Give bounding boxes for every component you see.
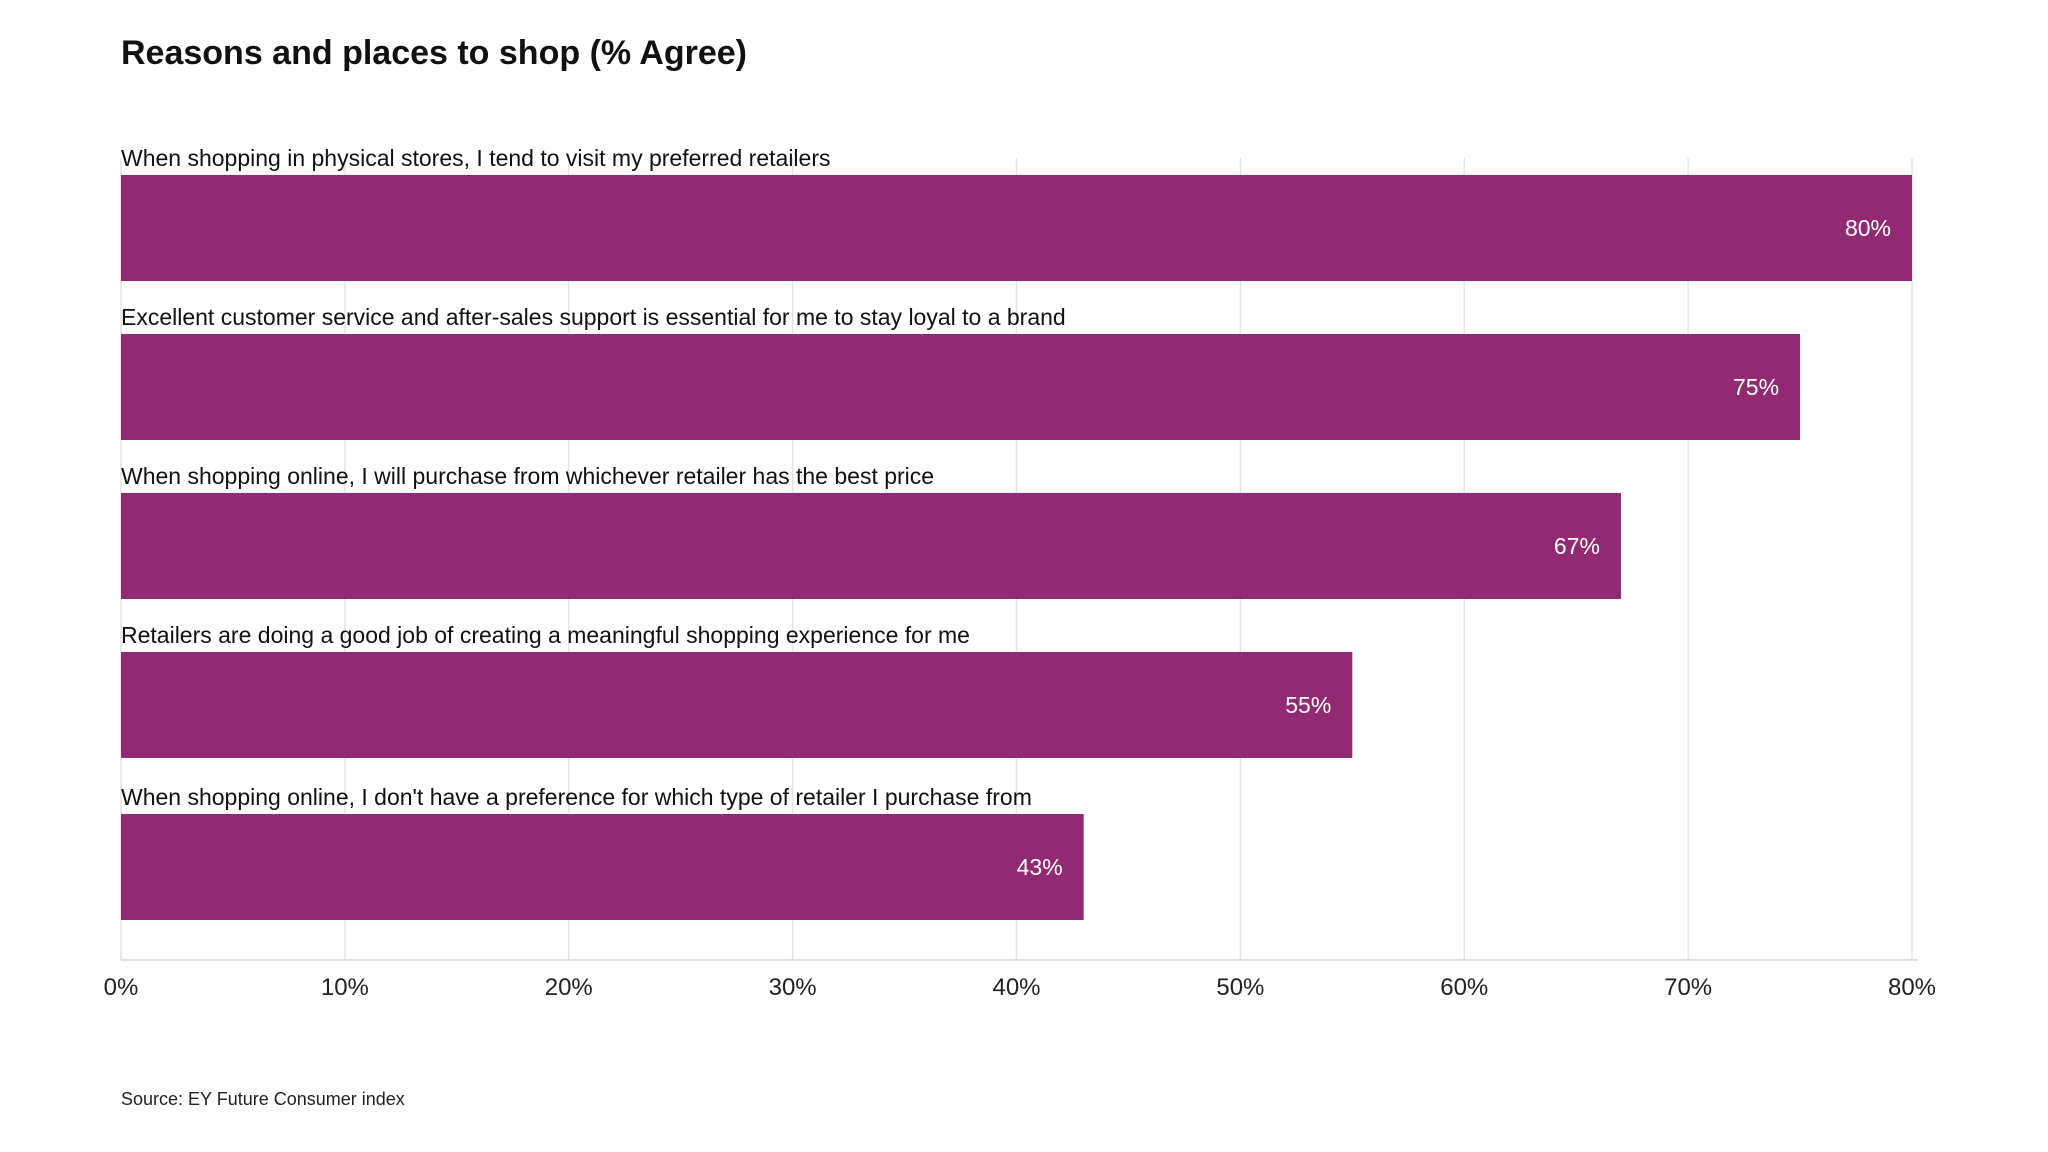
bar — [121, 175, 1912, 281]
category-label: Retailers are doing a good job of creati… — [121, 622, 970, 648]
x-tick-label: 20% — [545, 974, 593, 1001]
data-label: 80% — [1845, 215, 1891, 241]
x-tick-label: 50% — [1216, 974, 1264, 1001]
category-label: When shopping online, I will purchase fr… — [121, 463, 934, 489]
x-tick-label: 70% — [1664, 974, 1712, 1001]
x-tick-label: 0% — [104, 974, 139, 1001]
x-tick-label: 10% — [321, 974, 369, 1001]
bar — [121, 814, 1084, 920]
data-label: 43% — [1017, 854, 1063, 880]
bar — [121, 493, 1621, 599]
category-label: When shopping in physical stores, I tend… — [121, 145, 831, 171]
x-tick-label: 40% — [992, 974, 1040, 1001]
x-tick-label: 80% — [1888, 974, 1936, 1001]
x-tick-label: 30% — [769, 974, 817, 1001]
chart-title: Reasons and places to shop (% Agree) — [121, 34, 747, 72]
category-label: When shopping online, I don't have a pre… — [121, 784, 1032, 810]
bar — [121, 652, 1353, 758]
data-label: 75% — [1733, 374, 1779, 400]
x-tick-label: 60% — [1440, 974, 1488, 1001]
source-note: Source: EY Future Consumer index — [121, 1089, 405, 1109]
data-label: 67% — [1554, 533, 1600, 559]
bar — [121, 334, 1801, 440]
data-label: 55% — [1285, 692, 1331, 718]
category-label: Excellent customer service and after-sal… — [121, 304, 1066, 330]
